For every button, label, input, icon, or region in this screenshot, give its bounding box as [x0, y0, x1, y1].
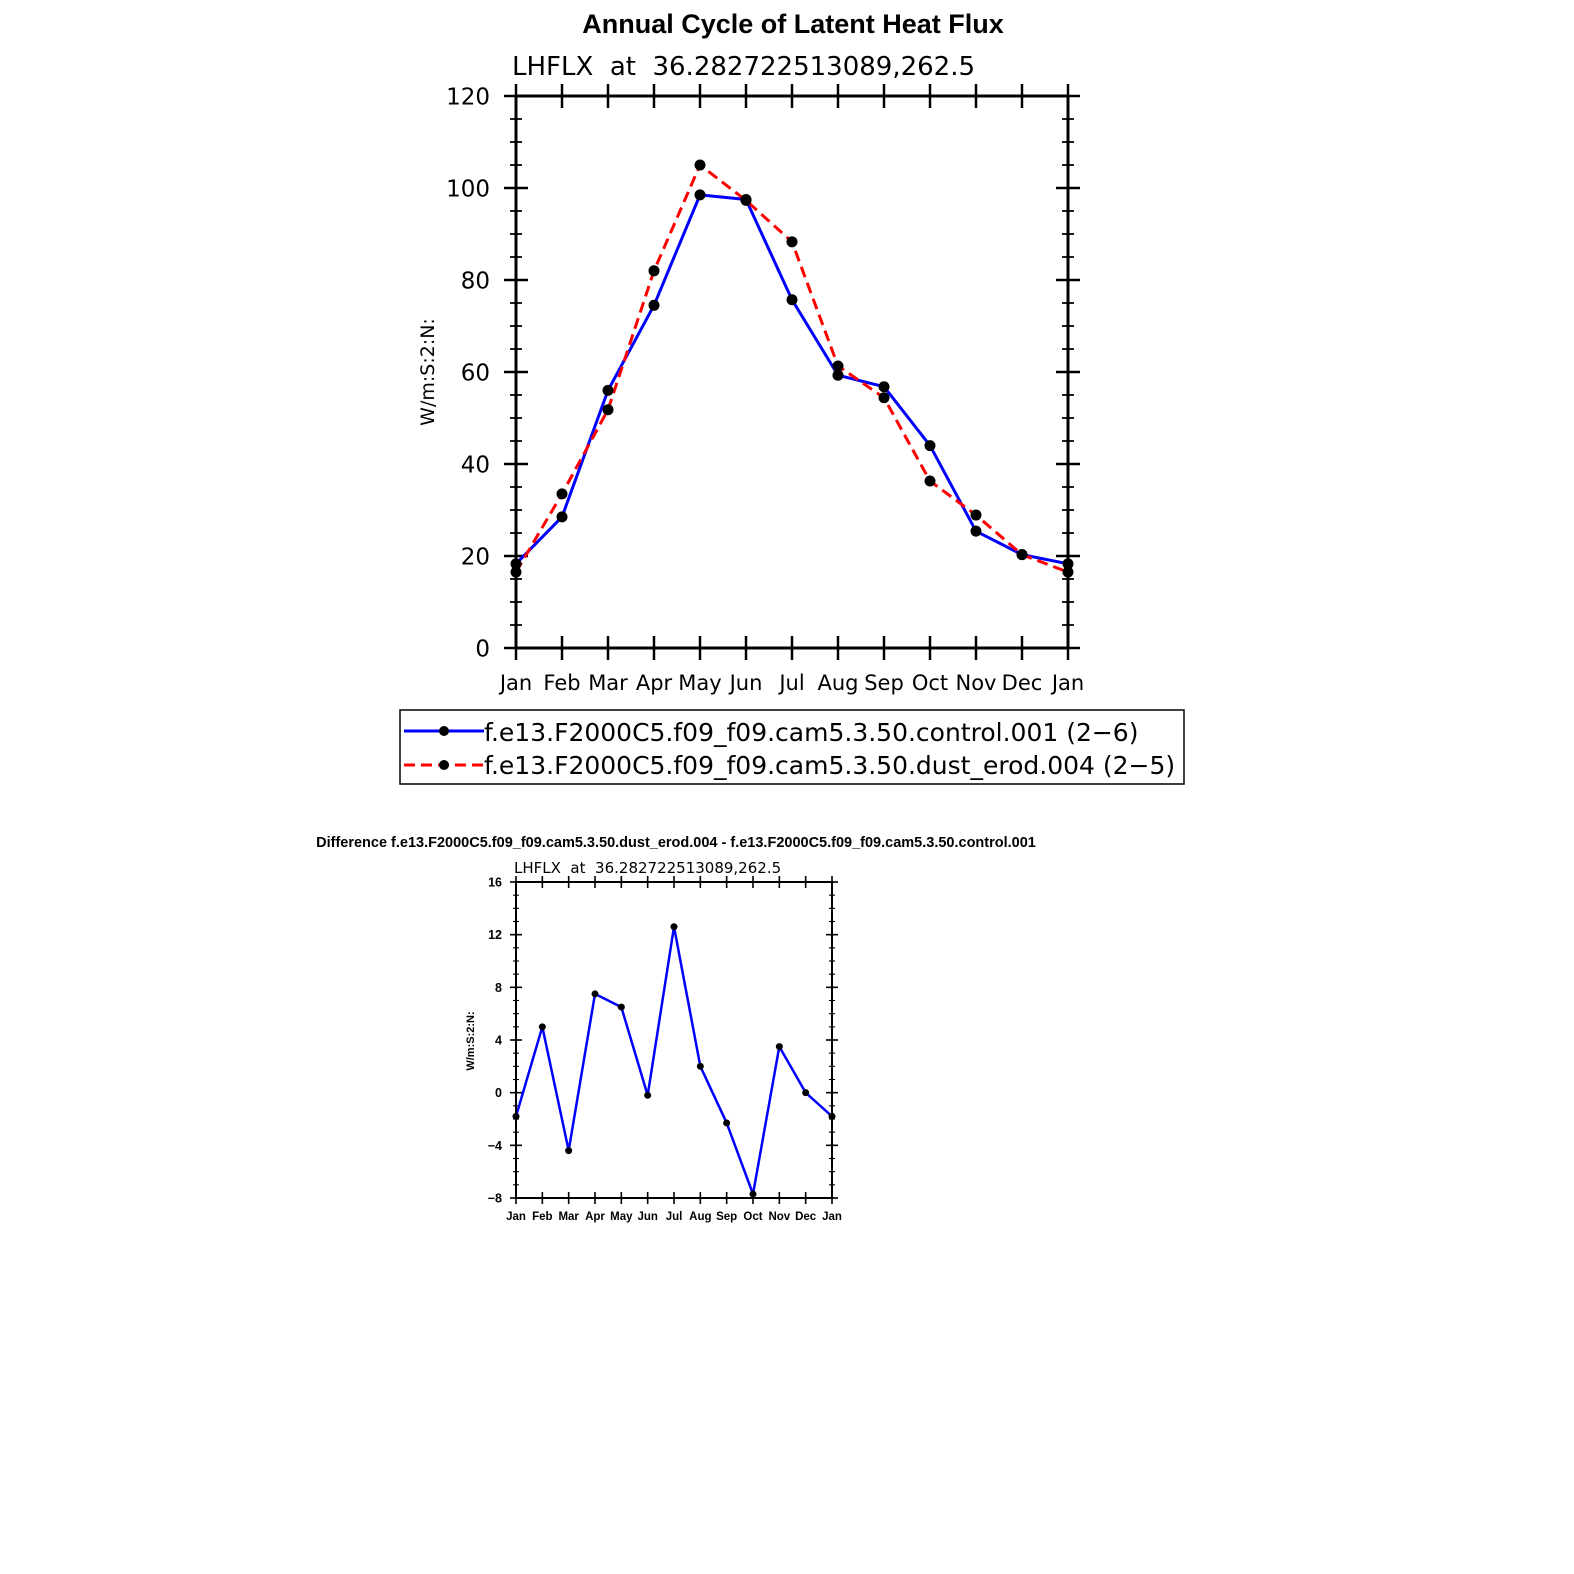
y-tick-label: 16 — [488, 876, 502, 890]
series-group — [510, 159, 1074, 578]
series-line-0 — [514, 193, 1069, 566]
chart-subtitle: LHFLX at 36.282722513089,262.5 — [512, 52, 975, 82]
data-point-series-0 — [723, 1119, 731, 1127]
data-point-series-0 — [802, 1089, 810, 1097]
annual-cycle-chart: Annual Cycle of Latent Heat Flux LHFLX a… — [417, 9, 1084, 695]
data-point-series-1 — [602, 404, 614, 416]
legend-label-control: f.e13.F2000C5.f09_f09.cam5.3.50.control.… — [484, 718, 1138, 747]
y-tick-label: 4 — [495, 1034, 502, 1048]
y-tick-label: 8 — [495, 981, 502, 995]
data-point-series-1 — [786, 236, 798, 248]
data-point-series-0 — [670, 923, 678, 931]
legend-label-dust: f.e13.F2000C5.f09_f09.cam5.3.50.dust_ero… — [484, 751, 1175, 780]
x-tick-label: Jun — [728, 671, 763, 695]
data-point-series-0 — [602, 384, 614, 396]
x-tick-label: Mar — [588, 671, 628, 695]
data-point-series-0 — [648, 299, 660, 311]
x-tick-label: Dec — [795, 1211, 817, 1223]
x-tick-label: May — [610, 1211, 633, 1223]
series-line-1 — [514, 163, 1069, 574]
data-point-series-0 — [565, 1147, 573, 1155]
x-tick-label: Oct — [743, 1211, 762, 1223]
y-tick-label: 100 — [446, 176, 490, 202]
data-point-series-1 — [1016, 549, 1028, 561]
y-tick-label: 60 — [461, 360, 490, 386]
chart-title: Annual Cycle of Latent Heat Flux — [582, 9, 1004, 39]
x-tick-label: Feb — [532, 1211, 552, 1223]
legend: f.e13.F2000C5.f09_f09.cam5.3.50.control.… — [399, 709, 1185, 785]
x-tick-label: Jan — [822, 1211, 842, 1223]
x-tick-label: Sep — [864, 671, 904, 695]
difference-plot-frame — [515, 881, 833, 1199]
data-point-series-0 — [775, 1043, 783, 1051]
plot-frame — [514, 94, 1070, 650]
difference-y-tick-labels: −8 −4 0 4 8 12 16 — [488, 876, 502, 1206]
difference-subtitle: LHFLX at 36.282722513089,262.5 — [514, 859, 781, 877]
x-tick-label: Mar — [558, 1211, 579, 1223]
data-point-series-0 — [749, 1190, 757, 1198]
data-point-series-0 — [832, 369, 844, 381]
y-tick-label: 12 — [488, 928, 502, 942]
x-tick-label: Jan — [498, 671, 532, 695]
data-point-series-0 — [538, 1023, 546, 1031]
y-tick-label: 40 — [461, 452, 490, 478]
data-point-series-0 — [786, 294, 798, 306]
y-tick-label: 20 — [461, 544, 490, 570]
x-tick-label: May — [678, 671, 721, 695]
y-tick-label: 0 — [495, 1086, 502, 1100]
difference-title: Difference f.e13.F2000C5.f09_f09.cam5.3.… — [316, 835, 1036, 851]
x-tick-label: Nov — [768, 1211, 790, 1223]
x-tick-label: Aug — [817, 671, 858, 695]
data-point-series-0 — [878, 381, 890, 393]
y-tick-label: 120 — [446, 84, 490, 110]
difference-x-tick-labels: Jan Feb Mar Apr May Jun Jul Aug Sep Oct Nov Dec Jan — [506, 1211, 842, 1223]
x-tick-label: Jul — [777, 671, 804, 695]
data-point-series-0 — [591, 990, 599, 998]
data-point-series-0 — [694, 189, 706, 201]
difference-y-axis-label: W/m:S:2:N: — [465, 1011, 477, 1070]
data-point-series-1 — [924, 475, 936, 487]
data-point-series-1 — [694, 159, 706, 171]
y-tick-label: 80 — [461, 268, 490, 294]
data-point-series-1 — [740, 194, 752, 206]
data-point-series-0 — [970, 525, 982, 537]
x-tick-label: Nov — [956, 671, 997, 695]
data-point-series-0 — [556, 511, 568, 523]
x-tick-label: Jun — [637, 1211, 657, 1223]
y-axis-label: W/m:S:2:N: — [417, 318, 439, 426]
legend-marker-dust — [439, 760, 449, 770]
x-tick-label: Apr — [636, 671, 673, 695]
data-point-series-0 — [644, 1091, 652, 1099]
x-tick-label: Dec — [1002, 671, 1043, 695]
x-tick-label: Aug — [689, 1211, 711, 1223]
axis-ticks — [504, 84, 1080, 660]
data-point-series-1 — [832, 360, 844, 372]
difference-series-group — [512, 923, 836, 1198]
data-point-series-1 — [648, 265, 660, 277]
y-tick-label: −4 — [488, 1139, 502, 1153]
data-point-series-0 — [617, 1003, 625, 1011]
legend-box — [399, 709, 1185, 785]
y-tick-label: −8 — [488, 1192, 502, 1206]
x-tick-labels: Jan Feb Mar Apr May Jun Jul Aug Sep Oct Nov Dec Jan — [498, 671, 1084, 695]
data-point-series-1 — [970, 509, 982, 521]
x-tick-label: Feb — [543, 671, 580, 695]
x-tick-label: Jul — [666, 1211, 683, 1223]
x-tick-label: Jan — [506, 1211, 526, 1223]
data-point-series-0 — [924, 440, 936, 452]
x-tick-label: Oct — [912, 671, 948, 695]
data-point-series-0 — [696, 1062, 704, 1070]
legend-marker-control — [439, 726, 449, 736]
data-point-series-1 — [556, 488, 568, 500]
y-tick-label: 0 — [475, 636, 490, 662]
data-point-series-1 — [878, 392, 890, 404]
series-line-0 — [514, 925, 833, 1196]
x-tick-label: Jan — [1050, 671, 1084, 695]
difference-chart: Difference f.e13.F2000C5.f09_f09.cam5.3.… — [316, 835, 1036, 1223]
x-tick-label: Sep — [716, 1211, 737, 1223]
x-tick-label: Apr — [585, 1211, 605, 1223]
y-tick-labels: 0 20 40 60 80 100 120 — [446, 84, 490, 662]
